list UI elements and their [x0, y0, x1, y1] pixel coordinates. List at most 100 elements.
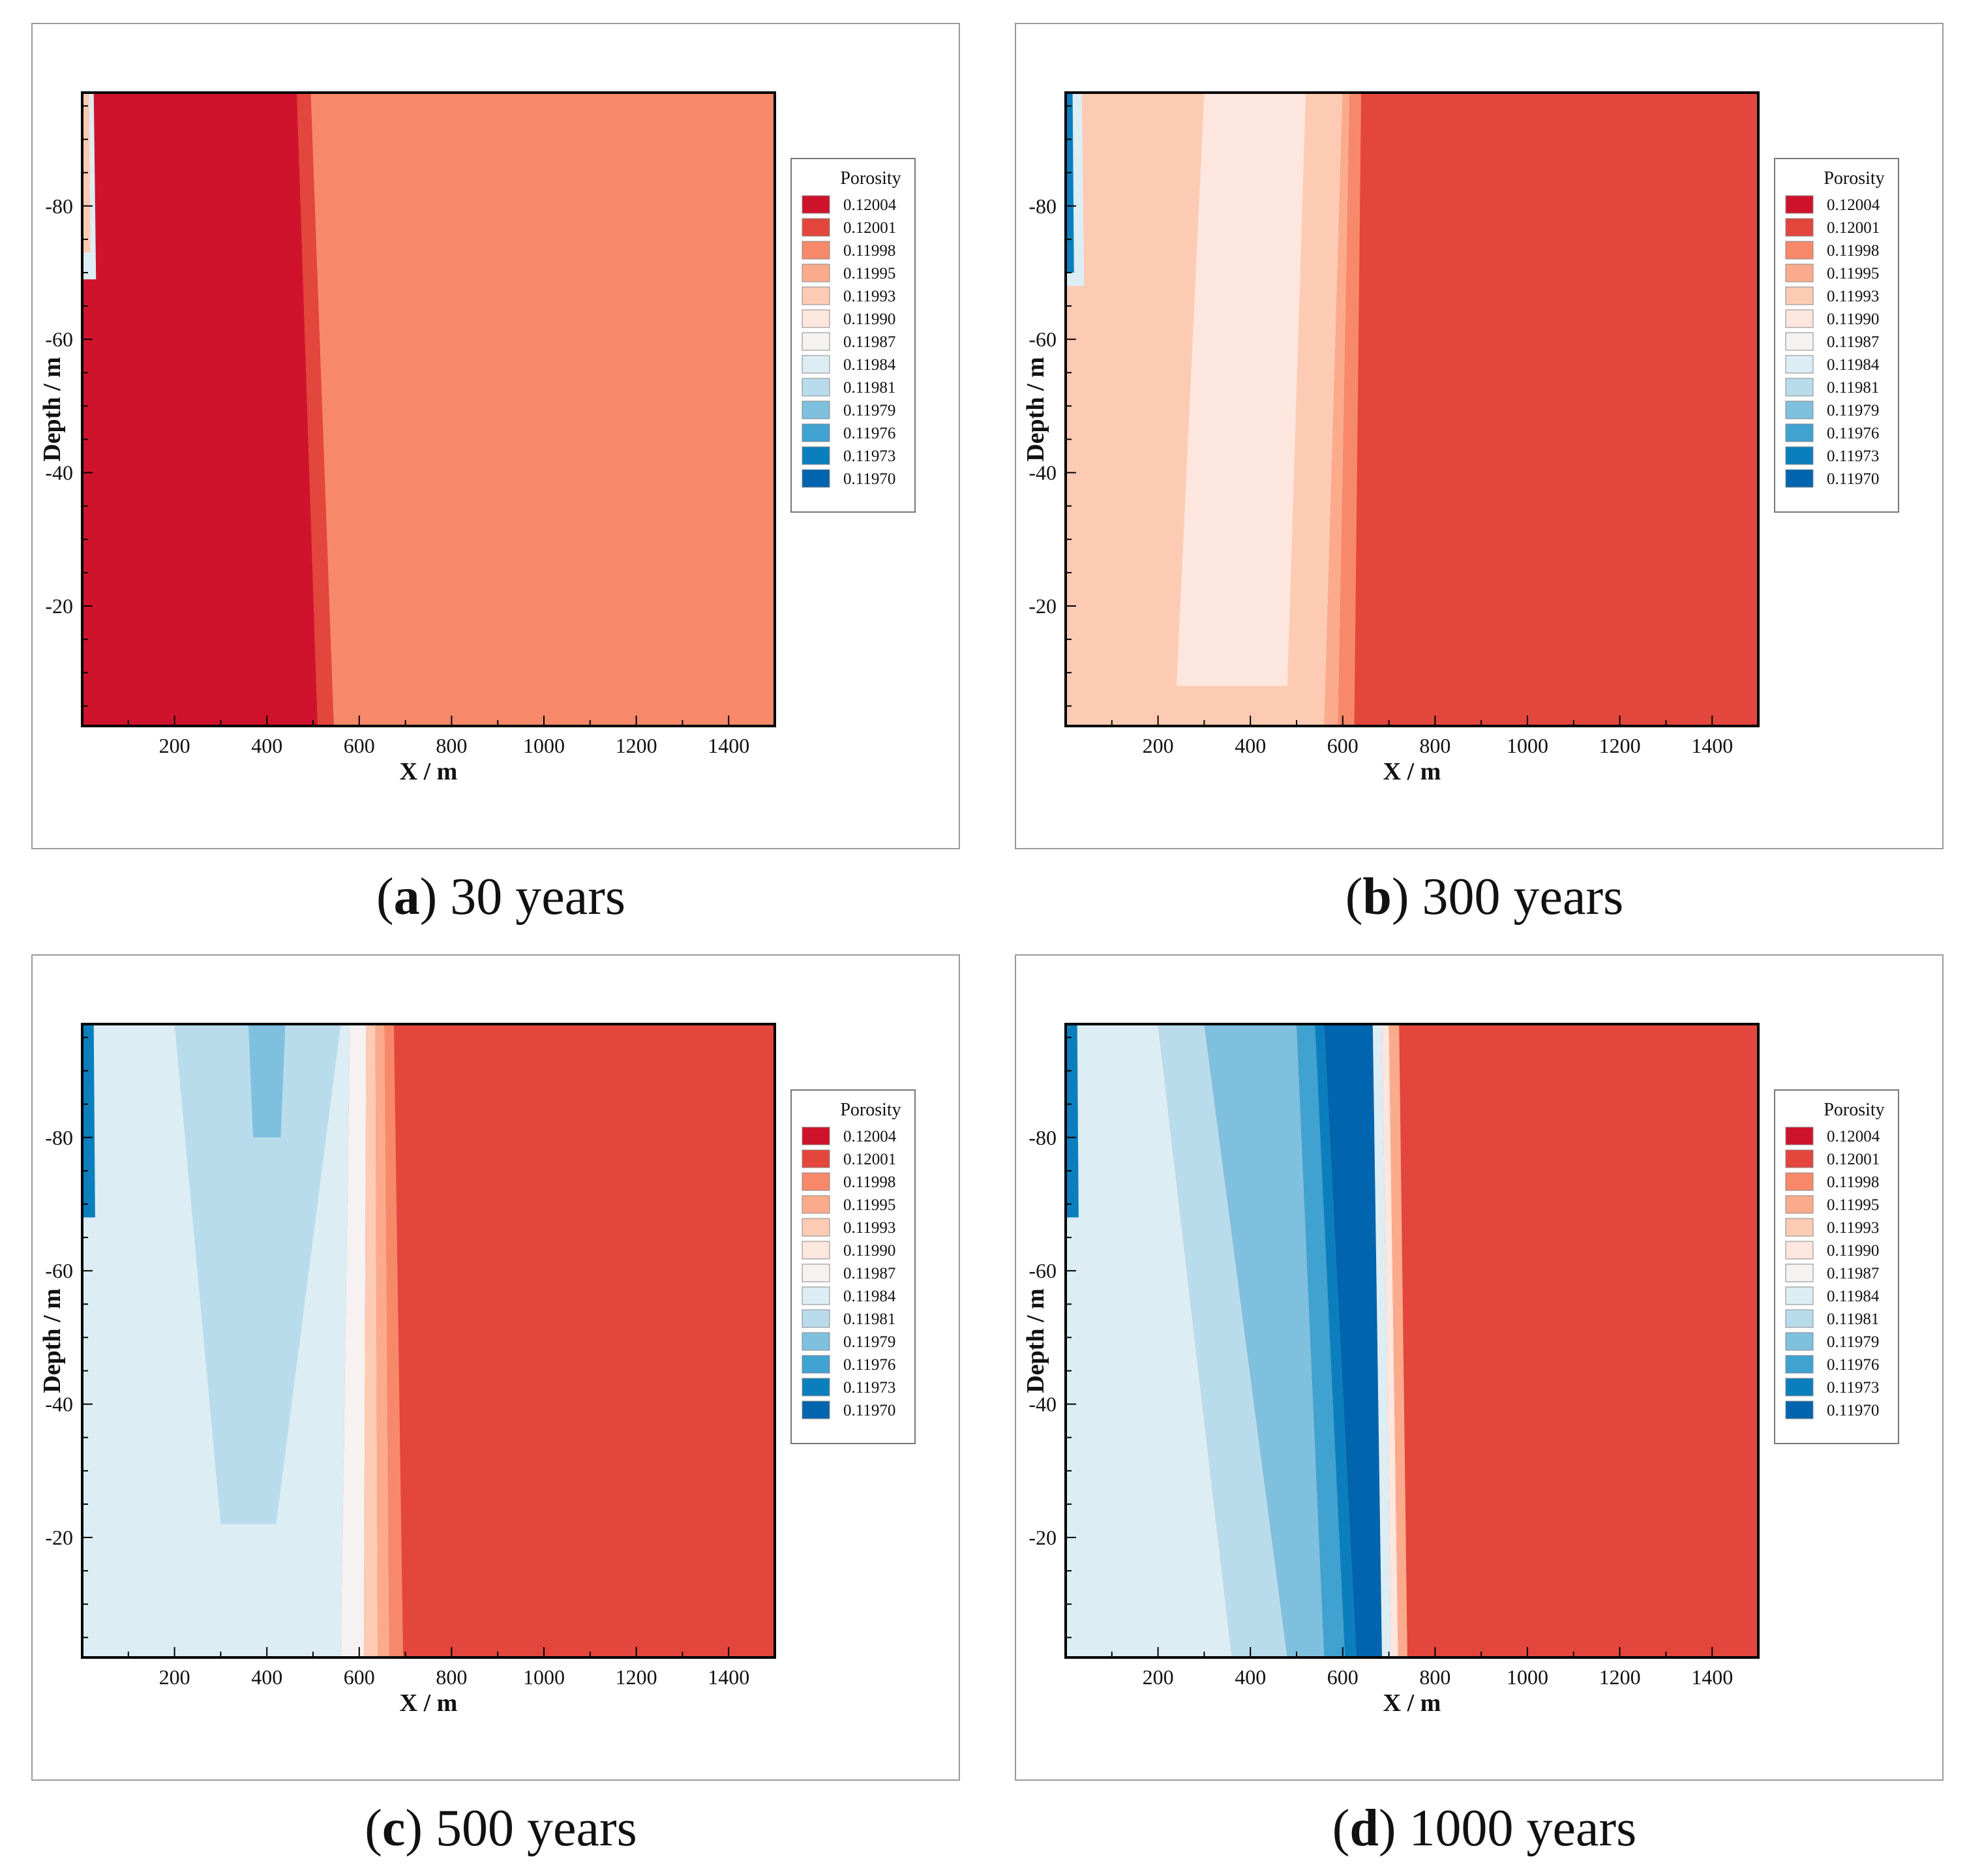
- legend-level-label: 0.11970: [843, 470, 895, 488]
- contour-band: [375, 1024, 389, 1657]
- legend-level-label: 0.11993: [843, 288, 895, 305]
- panel-label: b: [1362, 868, 1392, 926]
- legend-level-label: 0.12001: [843, 1151, 896, 1168]
- x-tick-label: 1400: [708, 734, 749, 757]
- x-tick-label: 1200: [1599, 734, 1641, 757]
- legend-level-label: 0.11979: [843, 1333, 895, 1351]
- legend-level-label: 0.11981: [1827, 1310, 1879, 1328]
- panel-label: c: [382, 1800, 406, 1857]
- contour-band: [1066, 93, 1074, 273]
- legend-level-label: 0.11984: [1827, 1288, 1880, 1305]
- legend-level-label: 0.11981: [843, 1310, 895, 1328]
- x-axis-title: X / m: [400, 758, 458, 785]
- legend-level-label: 0.11976: [843, 1356, 895, 1374]
- legend-swatch: [802, 1218, 830, 1237]
- legend-swatch: [1785, 241, 1814, 260]
- x-tick-label: 400: [1235, 1665, 1266, 1689]
- x-tick-label: 1200: [616, 734, 657, 757]
- contour-band: [1158, 1024, 1287, 1657]
- legend-level-label: 0.11976: [1827, 425, 1879, 442]
- legend-level-label: 0.11987: [843, 333, 895, 351]
- y-tick-label: -40: [45, 1393, 73, 1416]
- y-tick-label: -80: [45, 1126, 73, 1149]
- legend: Porosity 0.12004 0.12001 0.11998 0.11995 0.11…: [1774, 1089, 1899, 1444]
- legend-swatch: [802, 264, 830, 282]
- legend-swatch: [802, 446, 830, 465]
- y-tick-label: -60: [1029, 1259, 1057, 1282]
- legend: Porosity 0.12004 0.12001 0.11998 0.11995 0.11…: [790, 1089, 916, 1444]
- panel-caption: (a) 30 years: [376, 868, 626, 926]
- legend-swatch: [802, 1241, 830, 1260]
- legend-level-label: 0.12004: [843, 1128, 897, 1145]
- legend-swatch: [1785, 1172, 1814, 1191]
- legend-swatch: [802, 286, 830, 305]
- y-tick-label: -60: [45, 327, 73, 351]
- y-axis-title: Depth / m: [38, 357, 66, 461]
- contour-band: [1324, 1024, 1382, 1657]
- legend: Porosity 0.12004 0.12001 0.11998 0.11995 0.11…: [1774, 158, 1899, 513]
- x-tick-label: 1400: [708, 1665, 749, 1689]
- legend-level-label: 0.11984: [843, 356, 896, 374]
- x-tick-label: 400: [251, 1665, 282, 1689]
- legend-level-label: 0.11973: [843, 447, 895, 465]
- legend-level-label: 0.12001: [843, 219, 896, 237]
- legend-level-label: 0.11979: [1827, 1333, 1879, 1351]
- legend-swatch: [1785, 195, 1814, 214]
- contour-band: [1176, 93, 1306, 686]
- legend-level-label: 0.11973: [843, 1379, 895, 1397]
- legend-level-label: 0.12001: [1827, 219, 1880, 237]
- legend-level-label: 0.11970: [1827, 470, 1879, 488]
- legend-level-label: 0.11979: [843, 402, 895, 419]
- legend-level-label: 0.12004: [1827, 1128, 1880, 1145]
- x-tick-label: 200: [1143, 1665, 1174, 1689]
- contour-band: [1381, 1024, 1398, 1657]
- panel-label: a: [393, 868, 420, 926]
- legend-swatch: [802, 309, 830, 328]
- contour-band: [1315, 1024, 1357, 1657]
- x-tick-label: 200: [1143, 734, 1174, 757]
- legend-swatch: [802, 355, 830, 374]
- contour-band: [1389, 1024, 1407, 1657]
- legend-level-label: 0.11993: [1827, 1219, 1879, 1237]
- legend-level-label: 0.11987: [843, 1265, 895, 1282]
- legend-level-label: 0.11990: [843, 310, 895, 328]
- legend-level-label: 0.11998: [843, 1173, 895, 1191]
- x-tick-label: 1200: [1599, 1665, 1641, 1689]
- legend-swatch: [802, 1355, 830, 1374]
- y-tick-label: -80: [45, 194, 73, 218]
- legend-level-label: 0.12001: [1827, 1151, 1880, 1168]
- legend-swatch: [802, 1400, 830, 1419]
- legend-swatch: [802, 195, 830, 214]
- panel-caption: (b) 300 years: [1345, 868, 1624, 926]
- x-tick-label: 400: [251, 734, 282, 757]
- x-tick-label: 600: [1327, 1665, 1359, 1689]
- y-tick-label: -80: [1029, 194, 1057, 218]
- legend-level-label: 0.11987: [1827, 333, 1879, 351]
- legend-swatch: [802, 218, 830, 237]
- legend-level-label: 0.12004: [843, 196, 897, 214]
- legend-swatch: [802, 1286, 830, 1305]
- legend-level-label: 0.11995: [843, 1196, 895, 1214]
- legend-swatch: [1785, 1355, 1814, 1374]
- y-tick-label: -40: [1029, 461, 1057, 485]
- legend-swatch: [1785, 446, 1814, 465]
- legend-swatch: [1785, 1332, 1814, 1351]
- legend-level-label: 0.11984: [1827, 356, 1880, 374]
- contour-band: [1066, 1024, 1079, 1218]
- y-tick-label: -20: [45, 1526, 73, 1549]
- x-axis-title: X / m: [1383, 758, 1441, 785]
- x-tick-label: 400: [1235, 734, 1266, 757]
- contour-plot: 200 400 600 800 1000 1200 1400 -20 -40 -60 -80 X / …: [1022, 91, 1899, 785]
- x-tick-label: 800: [1419, 1665, 1450, 1689]
- panel-caption: (d) 1000 years: [1332, 1800, 1637, 1857]
- y-tick-label: -20: [1029, 1526, 1057, 1549]
- y-axis-title: Depth / m: [1022, 1288, 1049, 1393]
- x-tick-label: 800: [436, 1665, 467, 1689]
- legend-level-label: 0.11970: [1827, 1402, 1879, 1419]
- contour-band: [1372, 1024, 1392, 1657]
- y-tick-label: -20: [45, 594, 73, 618]
- contour-band: [1204, 1024, 1325, 1657]
- legend-swatch: [1785, 1378, 1814, 1397]
- legend-swatch: [1785, 1263, 1814, 1282]
- panel-time: 1000 years: [1409, 1800, 1637, 1857]
